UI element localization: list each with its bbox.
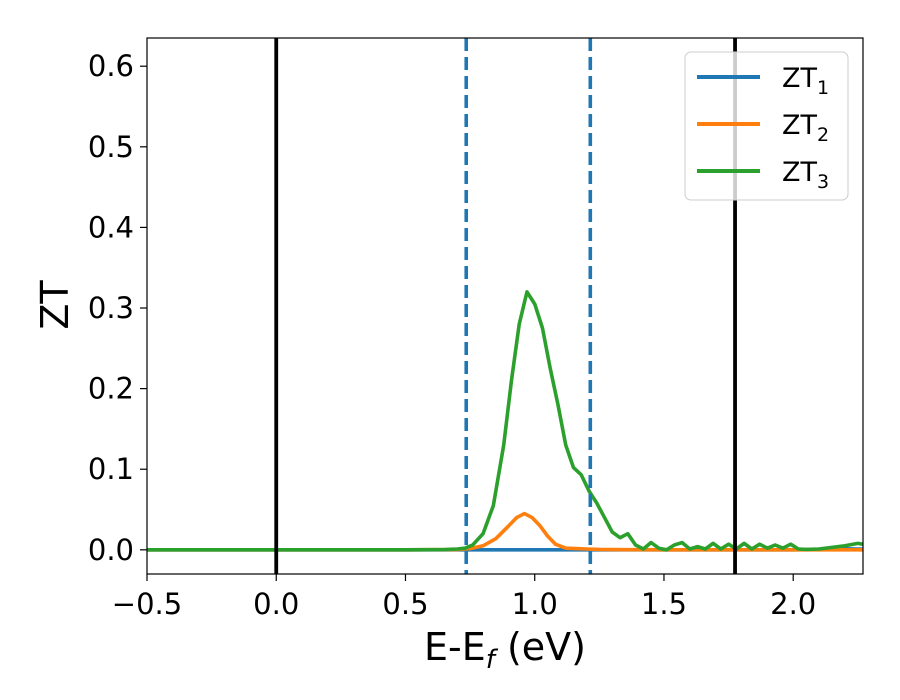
- legend-label-zt3: ZT3: [782, 157, 829, 193]
- x-axis-label-main: E-E: [424, 625, 486, 669]
- series-line-zt3: [147, 290, 863, 552]
- series-line-zt2: [147, 511, 863, 552]
- x-tick-label: 1.0: [512, 587, 558, 621]
- series-layer: [147, 290, 863, 552]
- x-tick-label: 0.5: [382, 587, 428, 621]
- x-tick-label: −0.5: [112, 587, 182, 621]
- reference-lines: [274, 38, 737, 574]
- x-axis-label: E-Ef (eV): [424, 625, 586, 675]
- legend-label-zt1: ZT1: [782, 63, 829, 99]
- y-axis: 0.0 0.1 0.2 0.3 0.4 0.5 0.6: [88, 49, 147, 567]
- x-tick-label: 2.0: [770, 587, 816, 621]
- x-tick-label: 0.0: [253, 587, 299, 621]
- legend-label-zt2: ZT2: [782, 110, 829, 146]
- y-tick-label: 0.2: [88, 372, 134, 406]
- x-axis-label-unit: (eV): [495, 625, 586, 669]
- y-tick-label: 0.0: [88, 533, 134, 567]
- y-tick-label: 0.5: [88, 130, 134, 164]
- plot-frame: [146, 37, 864, 575]
- x-tick-label: 1.5: [641, 587, 687, 621]
- y-axis-label: ZT: [33, 280, 77, 330]
- x-axis: −0.5 0.0 0.5 1.0 1.5 2.0: [112, 574, 816, 621]
- legend-box: [684, 51, 849, 201]
- legend: ZT1 ZT2 ZT3: [684, 51, 849, 201]
- y-tick-label: 0.3: [88, 291, 134, 325]
- y-tick-label: 0.6: [88, 49, 134, 83]
- y-tick-label: 0.1: [88, 452, 134, 486]
- y-tick-label: 0.4: [88, 210, 134, 244]
